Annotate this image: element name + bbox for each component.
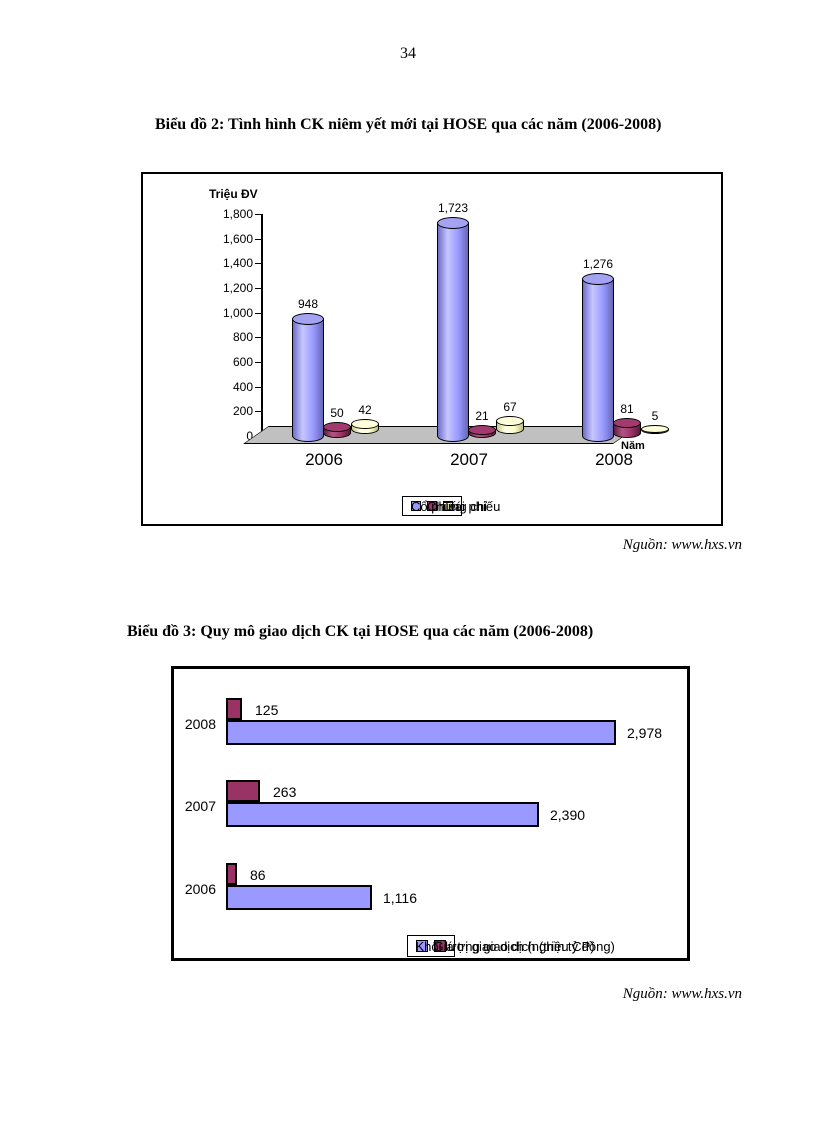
cylinder-cap xyxy=(292,313,324,325)
value-label: 42 xyxy=(358,403,372,417)
cylinder-co-phieu xyxy=(437,217,469,442)
cylinder-trai-phieu xyxy=(351,419,379,434)
value-label: 81 xyxy=(620,402,634,416)
y-axis-tick xyxy=(255,263,262,264)
value-label: 67 xyxy=(503,400,517,414)
chart2-source-citation: Nguồn: www.hxs.vn xyxy=(622,986,742,1002)
y-axis-category-label: 2008 xyxy=(184,716,216,732)
y-axis-tick-label: 1,400 xyxy=(222,256,253,270)
y-axis-tick-label: 0 xyxy=(246,429,253,443)
cylinder-cap xyxy=(582,273,614,285)
y-axis-tick-label: 1,000 xyxy=(222,306,253,320)
chart2-title: Biểu đồ 3: Quy mô giao dịch CK tại HOSE … xyxy=(127,623,594,640)
chart2-legend: Khối lượng giao dịch (triệu CP) Giá trị g… xyxy=(406,935,615,957)
legend-item-chung-chi: Chứng chỉ xyxy=(427,499,487,514)
x-axis-category-label: 2006 xyxy=(305,450,343,469)
y-axis-tick-label: 1,200 xyxy=(222,281,253,295)
legend-item-gia-tri: Giá trị giao dịch (nghìn tỷ đồng) xyxy=(433,939,615,954)
cylinder-cap xyxy=(496,416,524,426)
cylinder-body xyxy=(292,319,324,442)
bar-gia-tri xyxy=(226,698,242,720)
chart2-figure: 125 2,978 2008 263 2,390 2007 86 1,116 2006 Khối … xyxy=(171,666,690,961)
cylinder-trai-phieu xyxy=(641,425,669,434)
y-axis-tick xyxy=(255,214,262,215)
value-label: 21 xyxy=(475,409,489,423)
cylinder-co-phieu xyxy=(292,313,324,442)
y-axis-tick-label: 200 xyxy=(232,404,253,418)
y-axis-tick xyxy=(255,288,262,289)
cylinder-cap xyxy=(468,425,496,435)
chart1-legend: Cổ phiếu Chứng chỉ Trái phiếu xyxy=(402,496,500,516)
y-axis-tick xyxy=(255,313,262,314)
cylinder-trai-phieu xyxy=(496,416,524,434)
value-label: 263 xyxy=(273,784,297,800)
value-label: 5 xyxy=(651,409,659,423)
cylinder-cap xyxy=(323,422,351,432)
cylinder-cap xyxy=(437,217,469,229)
cylinder-body xyxy=(323,427,351,438)
legend-label: Trái phiếu xyxy=(443,498,501,514)
value-label: 1,276 xyxy=(582,257,614,271)
bar-khoi-luong xyxy=(226,802,539,827)
legend-item-trai-phieu: Trái phiếu xyxy=(443,499,500,514)
value-label: 1,723 xyxy=(437,201,469,215)
bar-khoi-luong xyxy=(226,885,372,910)
legend-label: Khối lượng giao dịch (triệu CP) xyxy=(415,938,595,954)
legend-swatch-gia-tri xyxy=(433,940,446,952)
chart1-title: Biểu đồ 2: Tình hình CK niêm yết mới tại… xyxy=(155,116,662,133)
y-axis-tick-label: 400 xyxy=(232,380,253,394)
bar-khoi-luong xyxy=(226,720,616,745)
legend-label: Chứng chỉ xyxy=(427,498,488,514)
cylinder-chung-chi xyxy=(613,418,641,438)
chart1-figure: Triệu ĐV 1,800 1,600 1,400 1,200 1,000 800 600 4… xyxy=(141,172,723,526)
y-axis-tick xyxy=(255,362,262,363)
legend-item-co-phieu: Cổ phiếu xyxy=(411,499,463,514)
y-axis-tick xyxy=(255,387,262,388)
value-label: 1,116 xyxy=(383,890,417,906)
legend-swatch-chung-chi xyxy=(427,501,437,511)
legend-swatch-trai-phieu xyxy=(443,501,453,511)
bar-gia-tri xyxy=(226,780,260,802)
x-axis-title: Năm xyxy=(621,440,645,452)
y-axis-tick-label: 1,800 xyxy=(222,207,253,221)
value-label: 2,978 xyxy=(627,725,663,741)
y-axis-tick xyxy=(255,411,262,412)
value-label: 948 xyxy=(297,297,319,311)
legend-swatch-co-phieu xyxy=(411,501,421,511)
y-axis-tick-label: 1,600 xyxy=(222,232,253,246)
y-axis-tick-label: 800 xyxy=(232,330,253,344)
x-axis-category-label: 2007 xyxy=(450,450,488,469)
cylinder-chung-chi xyxy=(468,425,496,438)
page-number: 34 xyxy=(400,45,416,62)
y-axis-unit-label: Triệu ĐV xyxy=(209,187,258,201)
value-label: 125 xyxy=(255,702,279,718)
legend-swatch-khoi-luong xyxy=(415,940,428,952)
y-axis-line xyxy=(261,214,263,438)
cylinder-chung-chi xyxy=(323,422,351,438)
y-axis-category-label: 2006 xyxy=(184,881,216,897)
legend-item-khoi-luong: Khối lượng giao dịch (triệu CP) xyxy=(415,939,595,954)
chart1-source-citation: Nguồn: www.hxs.vn xyxy=(622,537,742,553)
cylinder-cap xyxy=(641,425,669,433)
x-axis-category-label: 2008 xyxy=(595,450,633,469)
y-axis-category-label: 2007 xyxy=(184,798,216,814)
cylinder-co-phieu xyxy=(582,273,614,442)
cylinder-body xyxy=(582,279,614,442)
value-label: 50 xyxy=(330,406,344,420)
cylinder-cap xyxy=(351,419,379,429)
cylinder-body xyxy=(437,223,469,442)
value-label: 86 xyxy=(250,867,266,883)
legend-label: Cổ phiếu xyxy=(411,498,464,514)
y-axis-tick-label: 600 xyxy=(232,355,253,369)
value-label: 2,390 xyxy=(550,807,586,823)
legend-label: Giá trị giao dịch (nghìn tỷ đồng) xyxy=(433,938,615,954)
cylinder-body xyxy=(351,424,379,434)
bar-gia-tri xyxy=(226,863,237,885)
y-axis-tick xyxy=(255,239,262,240)
cylinder-cap xyxy=(613,418,641,428)
y-axis-tick xyxy=(255,337,262,338)
